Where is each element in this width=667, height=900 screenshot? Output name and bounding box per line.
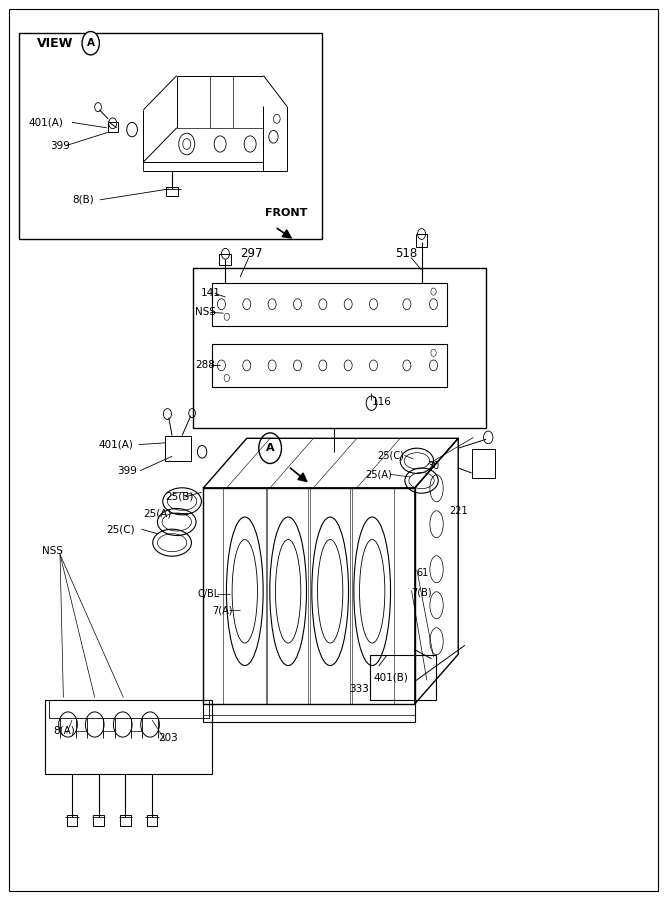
Text: A: A [87, 38, 95, 49]
Bar [165, 436, 191, 461]
Text: 25(C): 25(C) [378, 450, 404, 461]
Text: 7(A): 7(A) [212, 605, 233, 616]
Text: 141: 141 [201, 288, 221, 299]
Text: 61: 61 [416, 568, 428, 579]
Text: 399: 399 [117, 465, 137, 476]
Bar [166, 187, 178, 196]
Text: 221: 221 [449, 506, 468, 517]
Bar [212, 283, 447, 326]
Bar [193, 268, 486, 428]
Text: 25(C): 25(C) [107, 524, 135, 535]
Bar [108, 122, 118, 132]
Text: VIEW: VIEW [37, 37, 73, 50]
Bar [19, 33, 322, 238]
Text: 518: 518 [395, 248, 417, 260]
Text: 401(A): 401(A) [28, 117, 63, 128]
Circle shape [82, 32, 99, 55]
Bar [212, 344, 447, 387]
Text: 401(A): 401(A) [99, 439, 133, 450]
Bar [203, 488, 415, 704]
Bar [416, 234, 427, 247]
Text: 116: 116 [372, 397, 392, 408]
Text: 8(A): 8(A) [53, 725, 75, 736]
Text: 8(B): 8(B) [72, 194, 94, 205]
Bar [370, 655, 436, 700]
Bar [219, 254, 231, 265]
Text: 25(B): 25(B) [165, 491, 194, 502]
Text: 297: 297 [240, 248, 263, 260]
Text: C/BL: C/BL [197, 589, 219, 599]
Text: 288: 288 [195, 360, 215, 371]
Text: 399: 399 [50, 140, 70, 151]
Text: 7(B): 7(B) [411, 587, 432, 598]
Bar [45, 700, 212, 774]
Text: A: A [266, 443, 274, 454]
Text: 203: 203 [159, 733, 179, 743]
Bar [93, 815, 104, 826]
Text: NSS: NSS [42, 545, 63, 556]
Text: 30: 30 [428, 461, 440, 472]
Bar [120, 815, 131, 826]
Bar [67, 815, 77, 826]
Text: NSS: NSS [195, 307, 216, 318]
Text: 25(A): 25(A) [143, 508, 172, 518]
Bar [49, 700, 209, 718]
Bar [472, 449, 495, 478]
Circle shape [259, 433, 281, 464]
Text: 333: 333 [350, 683, 370, 694]
Text: 25(A): 25(A) [365, 469, 392, 480]
Text: 401(B): 401(B) [374, 672, 408, 683]
Bar [147, 815, 157, 826]
Text: FRONT: FRONT [265, 208, 308, 219]
